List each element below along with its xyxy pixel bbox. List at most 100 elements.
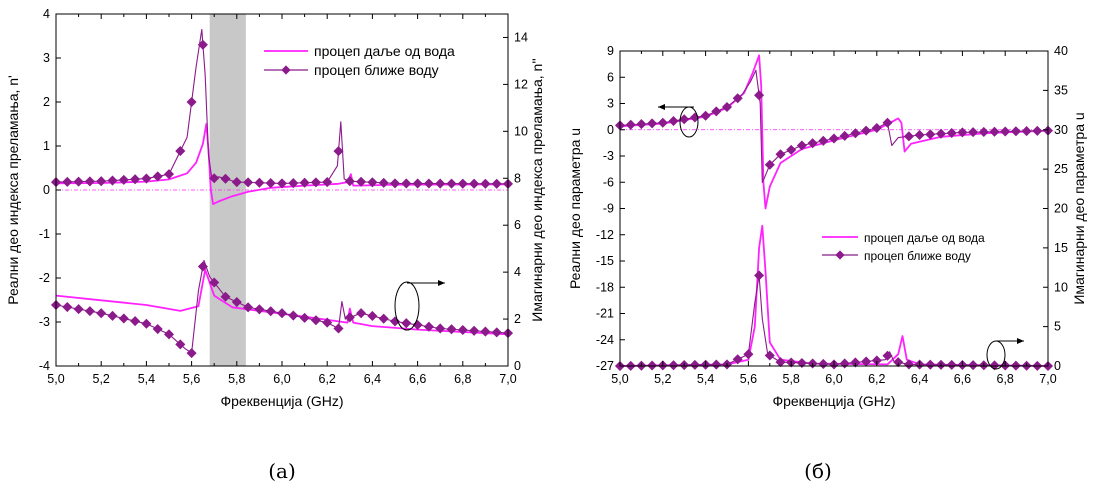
x-tick-label: 6,2 (868, 372, 885, 386)
y-left-tick-label: -6 (603, 175, 614, 189)
series-marker (818, 135, 829, 146)
y-left-tick-label: 3 (43, 51, 50, 65)
x-tick-label: 6,4 (911, 372, 928, 386)
x-tick-label: 6,6 (954, 372, 971, 386)
series-marker (786, 144, 797, 155)
series-marker (925, 359, 936, 370)
series-marker (152, 324, 163, 335)
series-marker (84, 306, 95, 317)
series-marker (84, 176, 95, 187)
caption-a: (а) (268, 459, 296, 483)
series-marker (378, 313, 389, 324)
series-marker (457, 178, 468, 189)
series-line-1 (619, 69, 1049, 183)
x-tick-label: 5,6 (183, 372, 200, 386)
series-marker (700, 110, 711, 121)
chart-b: 5,0 5,2 5,4 5,6 5,8 6,0 6,2 6,4 6,6 6,8 7,0 -27 -24 -… (567, 44, 1087, 409)
y-right-tick-label: 35 (1054, 83, 1068, 97)
series-marker (152, 171, 163, 182)
series-marker (220, 173, 231, 184)
y-left-tick-label: -15 (596, 254, 614, 268)
y-left-tick-label: -24 (596, 333, 614, 347)
series-marker (711, 106, 722, 117)
x-tick-label: 5,2 (654, 372, 671, 386)
series-marker (721, 101, 733, 113)
x-tick-label: 5,8 (228, 372, 245, 386)
series-marker (764, 350, 775, 361)
series-marker (322, 317, 333, 328)
series-marker (344, 176, 355, 187)
series-marker (333, 146, 344, 157)
series-marker (310, 315, 321, 326)
series-marker (378, 177, 389, 188)
caption-b: (б) (804, 459, 832, 483)
y-right-tick-label: 6 (514, 218, 521, 232)
annotation-arrowhead-0 (658, 104, 665, 110)
series-marker (711, 359, 722, 370)
y-left-tick-label: -12 (596, 228, 614, 242)
series-marker (141, 173, 152, 184)
series-marker (220, 291, 231, 302)
y-left-tick-label: 0 (43, 183, 50, 197)
series-marker (175, 146, 186, 157)
series-marker (957, 127, 968, 138)
legend-label-1: процеп ближе воду (314, 62, 439, 78)
series-marker (344, 312, 355, 323)
y-right-axis-label: Имагинарни део параметра u (1071, 112, 1087, 304)
annotation-ellipse-0 (394, 281, 420, 331)
series-marker (118, 174, 129, 185)
series-marker (732, 93, 743, 104)
series-marker (1010, 126, 1021, 137)
series-marker (299, 177, 310, 188)
y-right-tick-label: 25 (1054, 162, 1068, 176)
series-marker (775, 149, 786, 160)
series-marker (209, 277, 220, 288)
x-tick-label: 5,0 (611, 372, 628, 386)
x-tick-label: 5,2 (93, 372, 110, 386)
series-line-3 (619, 274, 1049, 367)
series-marker (73, 304, 84, 315)
y-left-tick-label: 9 (607, 44, 614, 58)
series-marker (1021, 126, 1032, 137)
series-marker (871, 122, 882, 134)
series-marker (209, 173, 220, 184)
series-marker (389, 316, 401, 327)
y-right-tick-label: 2 (514, 312, 521, 326)
series-marker (288, 178, 299, 189)
x-tick-label: 5,6 (740, 372, 757, 386)
series-marker (754, 90, 765, 101)
series-marker (732, 354, 743, 365)
series-marker (818, 358, 829, 369)
y-left-tick-label: -4 (39, 359, 50, 373)
series-marker (636, 119, 647, 130)
y-left-tick-label: 1 (43, 139, 50, 153)
y-left-axis-label: Реални део параметра u (567, 128, 583, 289)
series-marker (231, 177, 242, 188)
series-marker (457, 324, 468, 336)
series-marker (118, 313, 129, 324)
y-left-axis-label: Реални део индекса преламања, n' (5, 75, 21, 304)
x-tick-label: 5,0 (47, 372, 64, 386)
series-marker (197, 39, 208, 50)
chart-a: 5,0 5,2 5,4 5,6 5,8 6,0 6,2 6,4 6,6 6,8 7,0 -4 -3 -2 -… (5, 7, 545, 409)
series-marker (914, 129, 925, 141)
series-marker (435, 323, 446, 334)
series-marker (893, 357, 904, 368)
series-marker (231, 297, 242, 308)
series-marker (850, 357, 861, 368)
series-marker (657, 117, 668, 128)
series-marker (743, 349, 754, 360)
y-right-tick-label: 10 (1054, 280, 1068, 294)
series-marker (96, 308, 107, 319)
y-right-tick-label: 0 (1054, 359, 1061, 373)
series-marker (989, 126, 1000, 137)
y-right-tick-label: 5 (1054, 320, 1061, 334)
series-marker (1032, 125, 1043, 136)
series-marker (968, 127, 979, 138)
series-marker (882, 350, 893, 361)
y-right-tick-label: 0 (514, 359, 521, 373)
y-left-tick-label: 2 (43, 95, 50, 109)
series-marker (389, 178, 401, 189)
legend-label-0: процеп даље од вода (314, 43, 455, 59)
